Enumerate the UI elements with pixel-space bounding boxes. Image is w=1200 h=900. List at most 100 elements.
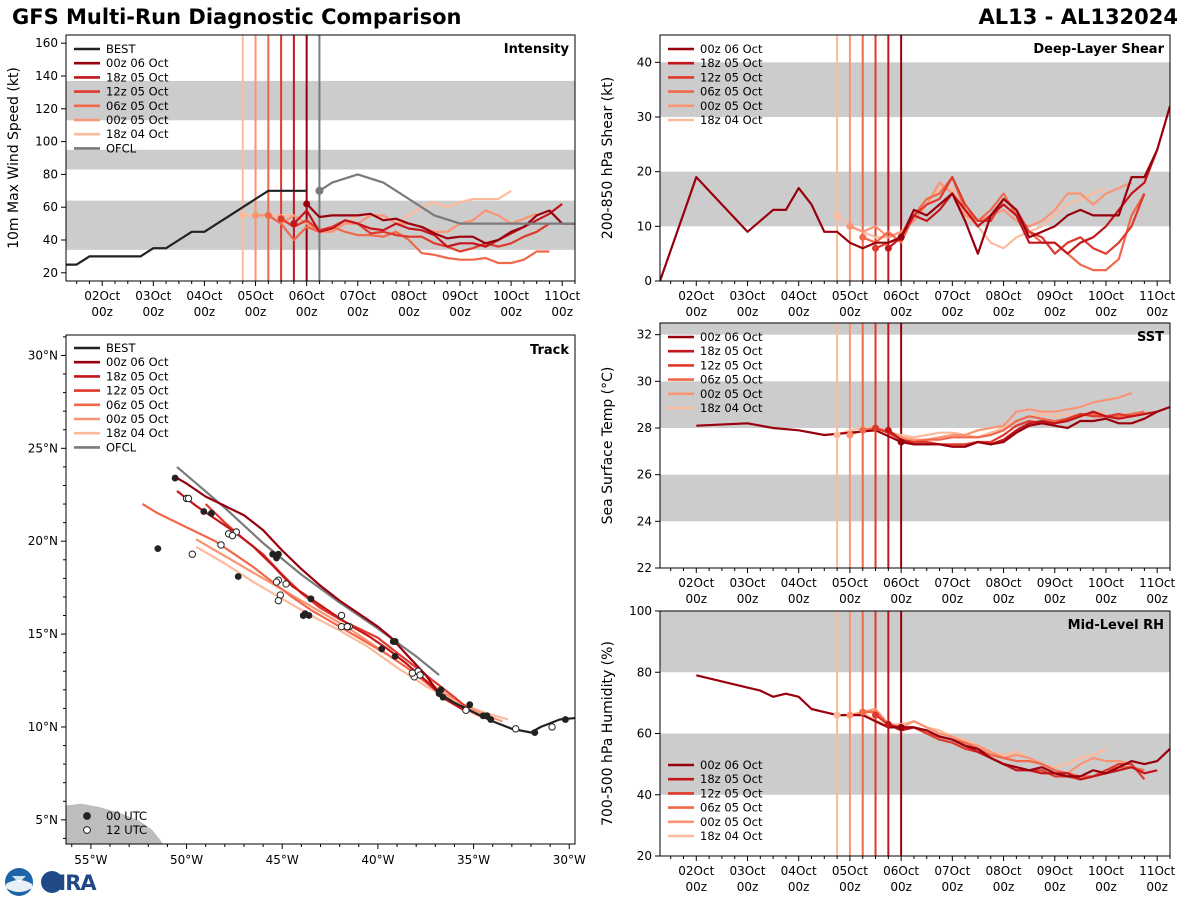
- track-line-best: [438, 692, 575, 734]
- track-point-12utc: [511, 725, 520, 733]
- logo-text: CIRA: [44, 871, 97, 895]
- y-tick-label: 100: [629, 604, 652, 618]
- init-point: [846, 431, 854, 439]
- threshold-band: [66, 200, 575, 250]
- x-tick-label: 06Oct: [883, 576, 919, 590]
- x-tick-label: 00z: [1044, 880, 1066, 894]
- track-point-00utc: [562, 716, 569, 723]
- x-tick-label: 00z: [449, 305, 471, 319]
- plot-frame: [659, 322, 1171, 569]
- panel-title: Deep-Layer Shear: [1033, 42, 1164, 57]
- init-point: [846, 711, 854, 719]
- x-tick-label: 00z: [942, 305, 964, 319]
- init-point: [239, 211, 247, 219]
- plot-area-track: [66, 466, 575, 844]
- init-point: [833, 211, 841, 219]
- legend-label: 06z 05 Oct: [700, 85, 763, 99]
- x-tick-label: 09Oct: [1037, 576, 1073, 590]
- x-tick-label: 02Oct: [84, 289, 120, 303]
- x-tick-label: 10Oct: [493, 289, 529, 303]
- x-tick-label: 00z: [993, 305, 1015, 319]
- legend-label: 06z 05 Oct: [106, 398, 169, 412]
- y-tick-label: 22: [637, 561, 652, 575]
- x-tick-label: 04Oct: [781, 576, 817, 590]
- x-tick-label: 08Oct: [391, 289, 427, 303]
- track-point-12utc: [272, 578, 281, 586]
- x-tick-label: 04Oct: [186, 289, 222, 303]
- x-tick-label: 00z: [398, 305, 420, 319]
- x-tick-label: 10Oct: [1088, 576, 1124, 590]
- x-tick-label: 09Oct: [1037, 289, 1073, 303]
- init-point: [897, 723, 905, 731]
- x-tick-label: 00z: [551, 305, 573, 319]
- x-tick-label: 05Oct: [832, 864, 868, 878]
- marker-legend-label: 00 UTC: [106, 809, 147, 823]
- x-tick-label: 00z: [890, 880, 912, 894]
- plot-area-shear: [660, 35, 1170, 281]
- x-tick-label: 00z: [1146, 880, 1168, 894]
- x-tick-label: 05Oct: [238, 289, 274, 303]
- y-tick-label: 100: [35, 135, 58, 149]
- x-tick-label: 00z: [993, 880, 1015, 894]
- plot-area-rh: [660, 611, 1170, 856]
- x-tick-label: 00z: [737, 880, 759, 894]
- x-tick-label: 07Oct: [934, 864, 970, 878]
- track-line-06z-05-oct: [141, 503, 484, 719]
- x-tick-label: 09Oct: [1037, 864, 1073, 878]
- init-point: [290, 220, 298, 228]
- track-point-00utc: [307, 595, 315, 603]
- y-tick-label: 80: [43, 167, 58, 181]
- x-tick-label: 00z: [1095, 592, 1117, 606]
- y-tick-label: 25°N: [28, 441, 58, 455]
- init-point: [859, 426, 867, 434]
- x-tick-label: 00z: [1095, 305, 1117, 319]
- x-tick-label: 00z: [942, 880, 964, 894]
- x-tick-label: 00z: [942, 592, 964, 606]
- legend-label: 00z 06 Oct: [700, 758, 763, 772]
- x-tick-label: 00z: [788, 880, 810, 894]
- x-tick-label: 07Oct: [934, 576, 970, 590]
- track-point-00utc: [391, 652, 399, 660]
- legend-label: 00z 05 Oct: [106, 412, 169, 426]
- x-tick-label: 00z: [347, 305, 369, 319]
- x-tick-label: 00z: [296, 305, 318, 319]
- threshold-band: [660, 474, 1170, 522]
- legend-label: 00z 06 Oct: [106, 355, 169, 369]
- x-tick-label: 00z: [1044, 305, 1066, 319]
- y-tick-label: 32: [637, 328, 652, 342]
- init-point: [897, 233, 905, 241]
- marker-legend-label: 12 UTC: [106, 823, 147, 837]
- track-point-12utc: [217, 541, 225, 549]
- track-point-00utc: [483, 712, 491, 720]
- legend-label: 00z 05 Oct: [106, 113, 169, 127]
- series-line-best: [66, 189, 307, 266]
- x-tick-label: 04Oct: [781, 864, 817, 878]
- legend-label: 00z 06 Oct: [700, 42, 763, 56]
- y-tick-label: 40: [637, 55, 652, 69]
- x-tick-label: 00z: [890, 305, 912, 319]
- track-point-00utc: [269, 550, 277, 558]
- series-line-12z-05-oct: [875, 412, 1145, 446]
- cira-globe-icon: [41, 871, 63, 893]
- legend-label: 12z 05 Oct: [700, 358, 763, 372]
- x-tick-label: 03Oct: [729, 864, 765, 878]
- series-line-00z-06-oct: [696, 405, 1170, 448]
- x-tick-label: 00z: [194, 305, 216, 319]
- legend-label: 12z 05 Oct: [700, 70, 763, 84]
- threshold-band: [66, 149, 575, 170]
- plot-area-intensity: [66, 35, 575, 281]
- y-tick-label: 20: [43, 266, 58, 280]
- x-tick-label: 00z: [685, 305, 707, 319]
- plot-area-sst: [660, 323, 1170, 568]
- x-tick-label: 04Oct: [781, 289, 817, 303]
- x-tick-label: 00z: [839, 305, 861, 319]
- series-line-00z-05-oct: [849, 391, 1132, 441]
- legend-label: 12z 05 Oct: [700, 786, 763, 800]
- track-point-00utc: [391, 638, 399, 645]
- x-tick-label: 00z: [1044, 592, 1066, 606]
- track-point-00utc: [378, 645, 386, 653]
- track-line-00z-06-oct: [176, 477, 440, 695]
- x-tick-label: 00z: [1146, 305, 1168, 319]
- legend-label: OFCL: [106, 141, 137, 155]
